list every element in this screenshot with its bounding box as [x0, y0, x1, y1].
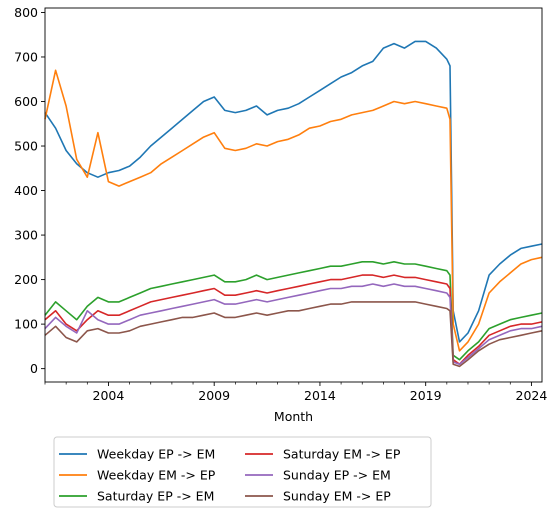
x-tick-label: 2019: [410, 388, 442, 403]
y-axis: 0 100 200 300 400 500 600 700 800: [14, 5, 45, 376]
y-tick-label: 300: [14, 228, 38, 243]
series-line-4: [44, 283, 543, 365]
y-tick-label: 800: [14, 5, 38, 20]
legend-entry-1: Weekday EM -> EP: [97, 468, 216, 483]
legend-entry-3: Saturday EM -> EP: [283, 447, 401, 462]
y-tick-label: 200: [14, 272, 38, 287]
x-tick-label: 2009: [198, 388, 230, 403]
legend-entry-0: Weekday EP -> EM: [97, 447, 215, 462]
y-tick-label: 100: [14, 317, 38, 332]
legend-entry-5: Sunday EM -> EP: [283, 489, 391, 504]
x-axis: 2004 2009 2014 2019 2024: [44, 382, 548, 403]
plot-frame: [44, 7, 543, 383]
series-line-5: [44, 301, 543, 368]
series-line-1: [44, 69, 543, 352]
legend-entry-4: Sunday EP -> EM: [283, 468, 391, 483]
legend-entry-2: Saturday EP -> EM: [97, 489, 214, 504]
legend: Weekday EP -> EM Weekday EM -> EP Saturday…: [53, 436, 432, 508]
legend-frame: [53, 436, 432, 508]
y-tick-label: 400: [14, 183, 38, 198]
x-tick-label: 2004: [93, 388, 125, 403]
x-tick-label: 2014: [304, 388, 336, 403]
series-line-2: [44, 261, 543, 361]
y-tick-label: 700: [14, 49, 38, 64]
y-tick-label: 0: [30, 361, 38, 376]
y-tick-label: 500: [14, 139, 38, 154]
y-tick-label: 600: [14, 94, 38, 109]
x-tick-label: 2024: [516, 388, 548, 403]
series-line-0: [44, 40, 543, 343]
series-layer: [44, 40, 543, 368]
x-axis-label: Month: [274, 409, 313, 424]
